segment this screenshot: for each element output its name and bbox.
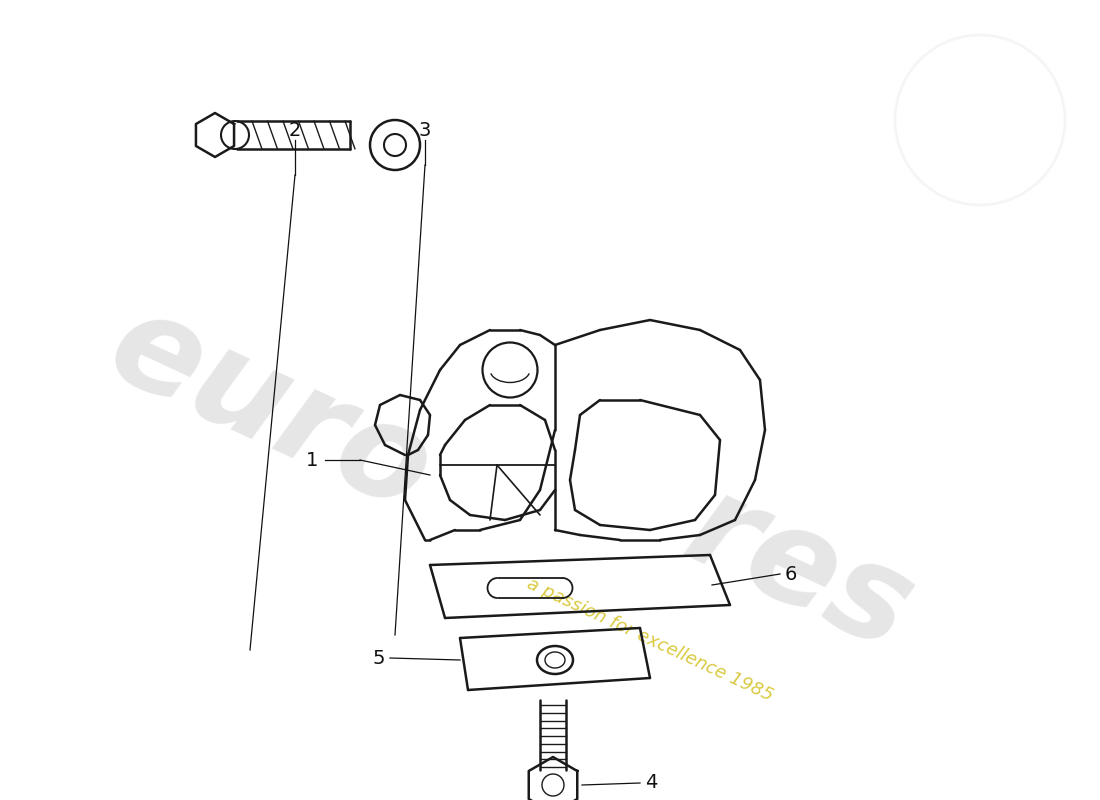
Text: 3: 3 <box>419 121 431 139</box>
Text: 6: 6 <box>785 565 798 583</box>
Text: 4: 4 <box>645 774 658 793</box>
Text: 1: 1 <box>306 450 318 470</box>
Text: 2: 2 <box>289 121 301 139</box>
Text: res: res <box>668 463 933 677</box>
Text: euro: euro <box>89 281 451 539</box>
Text: a passion for excellence 1985: a passion for excellence 1985 <box>524 575 776 705</box>
Text: 5: 5 <box>373 649 385 667</box>
